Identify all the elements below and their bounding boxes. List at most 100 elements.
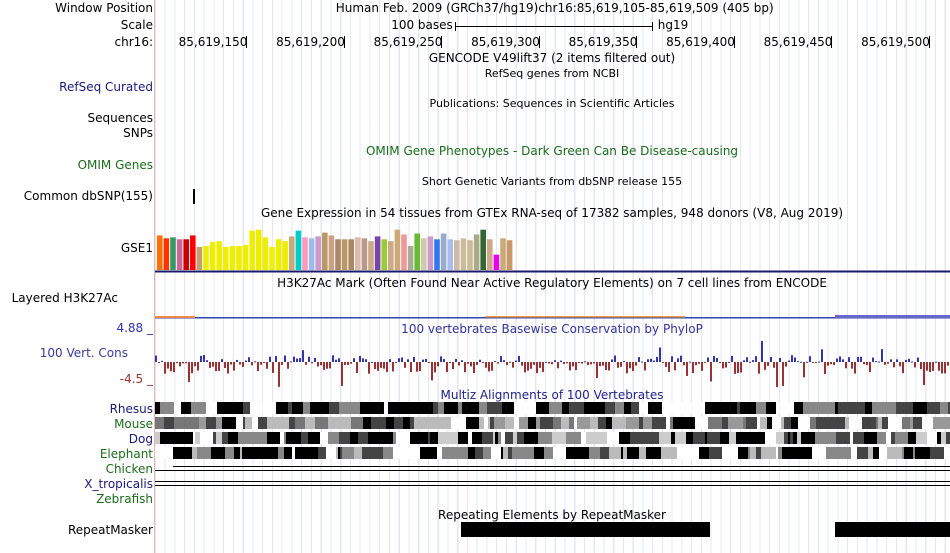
- species-label-elephant[interactable]: Elephant: [99, 447, 153, 461]
- species-label-chicken[interactable]: Chicken: [105, 462, 153, 476]
- multiz-block: [517, 432, 524, 444]
- gtex-bar: [467, 240, 473, 270]
- multiz-block: [184, 447, 192, 459]
- track-label-cons[interactable]: 100 Vert. Cons: [39, 346, 128, 360]
- phylop-bar: [461, 360, 463, 362]
- phylop-bar: [197, 362, 199, 371]
- multiz-block: [731, 402, 737, 414]
- gtex-chart[interactable]: [155, 221, 950, 273]
- species-label-xtropicalis[interactable]: X_tropicalis: [84, 477, 153, 491]
- ruler-tick: [343, 36, 345, 48]
- multiz-block: [946, 432, 949, 444]
- species-label-mouse[interactable]: Mouse: [114, 417, 153, 431]
- phylop-bar: [401, 357, 403, 362]
- phylop-bar: [581, 362, 583, 364]
- multiz-block: [155, 417, 164, 429]
- track-label-snps[interactable]: SNPs: [123, 126, 153, 140]
- multiz-block: [767, 417, 772, 429]
- phylop-bar: [269, 356, 271, 362]
- multiz-block: [366, 402, 381, 414]
- multiz-block: [315, 447, 318, 459]
- multiz-block: [371, 417, 379, 429]
- multiz-block: [907, 447, 913, 459]
- multiz-block: [756, 447, 761, 459]
- phylop-bar: [914, 362, 916, 368]
- gencode-track-desc[interactable]: GENCODE V49lift37 (2 items filtered out): [428, 51, 676, 65]
- multiz-block: [694, 402, 705, 414]
- multiz-block: [948, 417, 950, 429]
- multiz-block: [475, 447, 483, 459]
- multiz-block: [426, 447, 437, 459]
- repeat-element-2[interactable]: [835, 522, 950, 537]
- phylop-bar: [158, 362, 160, 363]
- multiz-block: [263, 447, 272, 459]
- h3k27ac-peak-b: [485, 316, 685, 318]
- snp-marker[interactable]: [193, 189, 195, 204]
- multiz-block: [527, 447, 534, 459]
- label-window-position: Window Position: [55, 1, 153, 15]
- track-label-repeatmasker[interactable]: RepeatMasker: [67, 523, 153, 537]
- phylop-bar: [635, 362, 637, 366]
- gtex-bar: [341, 239, 348, 270]
- phylop-bar: [245, 360, 247, 362]
- phylop-bar: [563, 362, 565, 364]
- multiz-block: [502, 402, 504, 414]
- multiz-block: [659, 432, 671, 444]
- multiz-block: [569, 402, 584, 414]
- multiz-block: [893, 447, 902, 459]
- phylop-bar: [773, 362, 775, 368]
- phylop-bar: [419, 362, 421, 372]
- multiz-block: [393, 447, 406, 459]
- track-label-dbsnp[interactable]: Common dbSNP(155): [23, 189, 153, 203]
- cons-min-label: -4.5 _: [119, 372, 153, 386]
- multiz-block: [439, 417, 451, 429]
- species-label-dog[interactable]: Dog: [128, 432, 153, 446]
- phylop-bar: [782, 362, 784, 386]
- multiz-block: [536, 402, 539, 414]
- multiz-block: [501, 432, 505, 444]
- multiz-block: [904, 447, 907, 459]
- h3k27ac-signal[interactable]: [155, 312, 950, 320]
- phylop-bar: [926, 362, 928, 371]
- multiz-block: [605, 402, 615, 414]
- multiz-block: [410, 417, 414, 429]
- species-label-rhesus[interactable]: Rhesus: [109, 402, 153, 416]
- multiz-block: [379, 417, 386, 429]
- species-label-zebrafish[interactable]: Zebrafish: [96, 492, 153, 506]
- multiz-block: [574, 447, 584, 459]
- multiz-block: [577, 417, 590, 429]
- multiz-block: [695, 417, 708, 429]
- phylop-bar: [752, 360, 754, 362]
- multiz-block: [495, 432, 498, 444]
- multiz-block: [851, 447, 857, 459]
- multiz-block: [781, 417, 784, 429]
- multiz-block: [383, 447, 393, 459]
- track-label-h3k27ac[interactable]: Layered H3K27Ac: [11, 291, 118, 305]
- phylop-bar: [425, 358, 427, 362]
- phylop-bar: [491, 362, 493, 371]
- multiz-block: [684, 417, 695, 429]
- repeat-element-1[interactable]: [461, 522, 710, 537]
- multiz-block: [367, 417, 371, 429]
- phylop-bar: [413, 356, 415, 362]
- phylop-bar: [677, 358, 679, 362]
- multiz-block: [243, 402, 250, 414]
- multiz-block: [253, 432, 267, 444]
- multiz-block: [472, 432, 482, 444]
- multiz-block: [258, 447, 263, 459]
- track-label-sequences[interactable]: Sequences: [87, 111, 153, 125]
- gtex-bar: [216, 241, 222, 270]
- phylop-chart[interactable]: [155, 336, 950, 392]
- multiz-block: [916, 432, 927, 444]
- phylop-bar: [947, 362, 949, 366]
- phylop-bar: [233, 362, 235, 371]
- multiz-block: [784, 417, 791, 429]
- track-label-omim[interactable]: OMIM Genes: [77, 158, 153, 172]
- phylop-bar: [719, 362, 721, 363]
- track-label-gse1[interactable]: GSE1: [120, 241, 153, 255]
- track-label-refseq[interactable]: RefSeq Curated: [59, 80, 153, 94]
- phylop-bar: [296, 358, 298, 362]
- multiz-block: [420, 447, 426, 459]
- phylop-bar: [218, 362, 220, 371]
- multiz-chart[interactable]: [155, 401, 950, 511]
